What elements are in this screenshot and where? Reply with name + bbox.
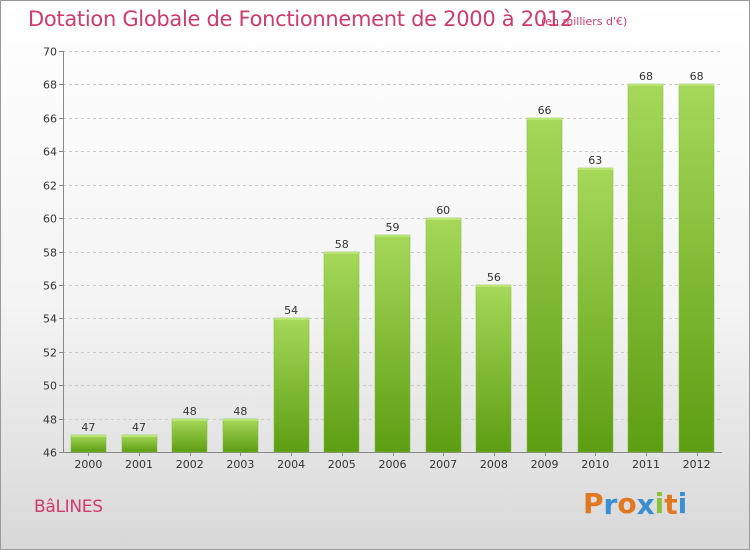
- bar-2007: [425, 217, 462, 453]
- bar-highlight: [223, 419, 258, 421]
- bar-highlight: [476, 285, 511, 287]
- value-label: 68: [690, 70, 704, 83]
- bar-2006: [374, 234, 411, 453]
- bar-2008: [475, 284, 512, 453]
- y-tick-label: 64: [43, 146, 57, 159]
- logo-letter: P: [583, 487, 604, 520]
- logo-letter: o: [617, 487, 637, 520]
- y-tick-label: 60: [43, 213, 57, 226]
- proxiti-logo: Proxiti: [583, 487, 688, 521]
- y-tick-label: 50: [43, 380, 57, 393]
- y-tick-label: 66: [43, 113, 57, 126]
- bar-highlight: [274, 318, 309, 320]
- logo-letter: i: [677, 487, 688, 520]
- bar-2004: [273, 317, 310, 453]
- y-tick-label: 58: [43, 247, 57, 260]
- value-label: 56: [487, 271, 501, 284]
- x-tick-label: 2011: [632, 458, 660, 471]
- value-label: 54: [284, 304, 298, 317]
- x-tick-label: 2001: [125, 458, 153, 471]
- bar-highlight: [628, 84, 663, 86]
- x-tick-label: 2000: [74, 458, 102, 471]
- bar-highlight: [71, 435, 106, 437]
- value-label: 66: [538, 104, 552, 117]
- commune-name: BâLINES: [34, 497, 103, 517]
- bar-highlight: [324, 252, 359, 254]
- bar-highlight: [527, 118, 562, 120]
- y-tick-label: 54: [43, 313, 57, 326]
- value-label: 59: [386, 221, 400, 234]
- bar-2001: [121, 434, 158, 453]
- bar-highlight: [426, 218, 461, 220]
- bar-highlight: [679, 84, 714, 86]
- logo-letter: i: [654, 487, 665, 520]
- bar-2003: [222, 418, 259, 453]
- x-tick-label: 2008: [480, 458, 508, 471]
- y-tick-label: 62: [43, 180, 57, 193]
- logo-letter: x: [636, 488, 655, 521]
- x-tick-label: 2004: [277, 458, 305, 471]
- chart-title: Dotation Globale de Fonctionnement de 20…: [28, 7, 573, 31]
- y-tick-label: 46: [43, 447, 57, 460]
- value-label: 68: [639, 70, 653, 83]
- x-tick-label: 2009: [531, 458, 559, 471]
- logo-letter: t: [664, 488, 678, 521]
- value-label: 63: [588, 154, 602, 167]
- value-label: 58: [335, 238, 349, 251]
- y-tick-label: 68: [43, 79, 57, 92]
- bar-highlight: [122, 435, 157, 437]
- chart-subtitle: (en milliers d'€): [541, 15, 628, 28]
- value-label: 48: [183, 405, 197, 418]
- bar-2012: [678, 83, 715, 453]
- bar-2009: [526, 117, 563, 453]
- bar-highlight: [172, 419, 207, 421]
- bar-2000: [70, 434, 107, 453]
- x-tick-label: 2005: [328, 458, 356, 471]
- x-tick-label: 2010: [581, 458, 609, 471]
- y-tick-label: 52: [43, 347, 57, 360]
- x-tick-label: 2006: [379, 458, 407, 471]
- value-label: 47: [132, 421, 146, 434]
- logo-letter: r: [603, 488, 618, 521]
- value-label: 48: [233, 405, 247, 418]
- bar-highlight: [375, 235, 410, 237]
- bar-2010: [577, 167, 614, 453]
- bar-highlight: [578, 168, 613, 170]
- y-tick-label: 56: [43, 280, 57, 293]
- bar-2011: [627, 83, 664, 453]
- y-tick-label: 70: [43, 46, 57, 59]
- y-tick-label: 48: [43, 414, 57, 427]
- x-tick-label: 2012: [683, 458, 711, 471]
- value-label: 47: [81, 421, 95, 434]
- x-tick-label: 2003: [226, 458, 254, 471]
- bar-2002: [171, 418, 208, 453]
- bar-2005: [323, 251, 360, 453]
- x-tick-label: 2002: [176, 458, 204, 471]
- value-label: 60: [436, 204, 450, 217]
- x-tick-label: 2007: [429, 458, 457, 471]
